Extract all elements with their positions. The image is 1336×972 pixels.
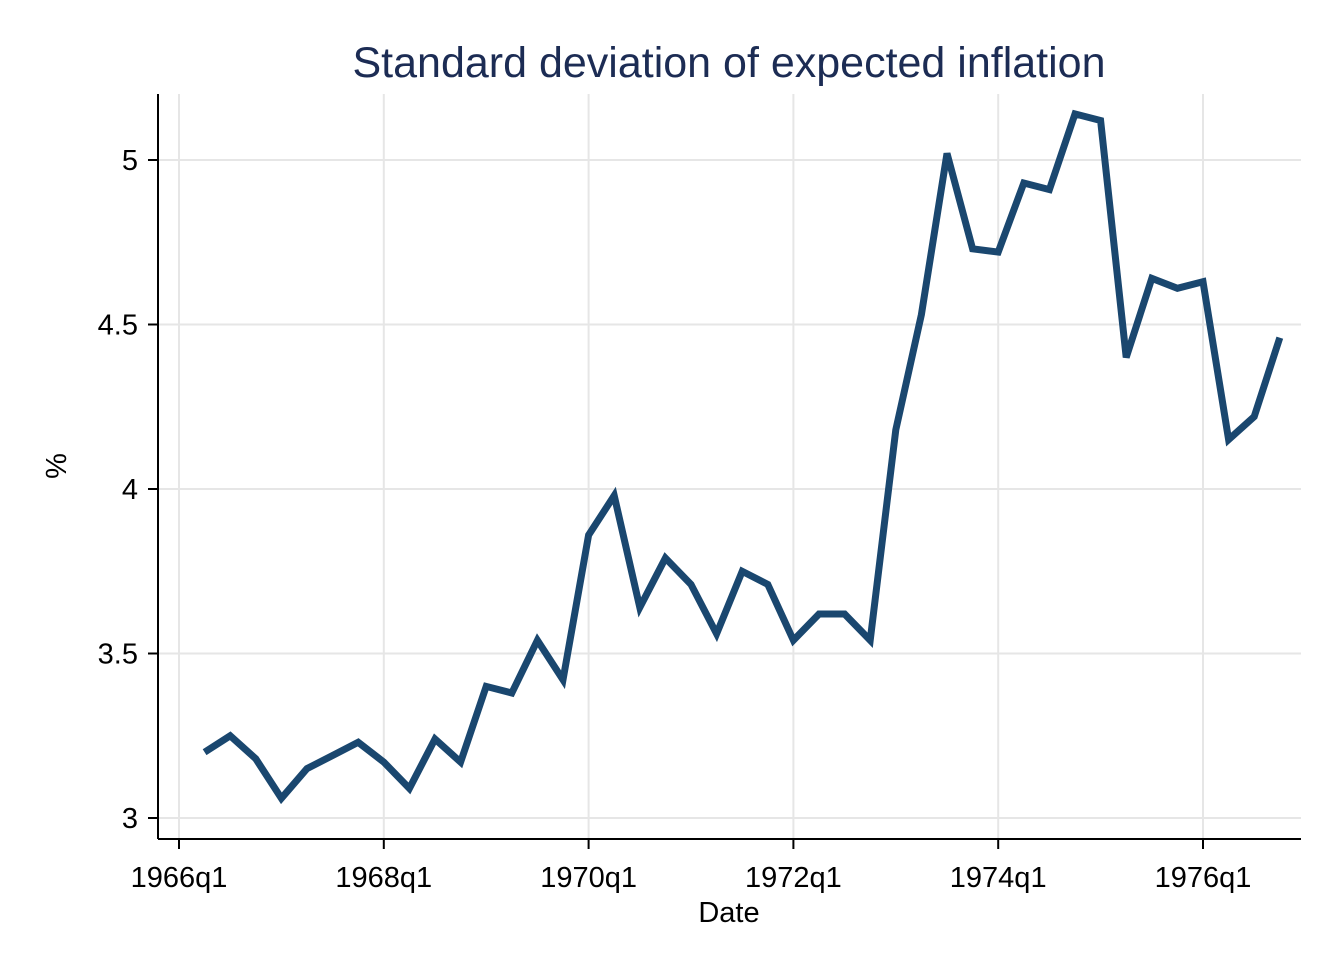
x-tick-label: 1974q1 [950,862,1047,894]
grid-lines [158,94,1301,839]
x-tick-label: 1970q1 [540,862,637,894]
chart-title: Standard deviation of expected inflation [352,39,1105,87]
x-tick-label: 1966q1 [131,862,228,894]
x-axis-title: Date [698,897,759,929]
axes [148,94,1301,849]
y-tick-label: 3 [122,803,138,835]
y-tick-label: 3.5 [98,639,138,671]
x-tick-label: 1976q1 [1155,862,1252,894]
x-tick-label: 1972q1 [745,862,842,894]
tick-labels: 3 3.5 4 4.5 5 1966q1 1968q1 1970q1 1972q1 1974q1 1… [98,145,1252,894]
series-layer [202,109,1284,805]
x-tick-label: 1968q1 [335,862,432,894]
y-tick-label: 4 [122,474,138,506]
y-tick-label: 5 [122,145,138,177]
y-tick-label: 4.5 [98,310,138,342]
series-line [202,109,1284,805]
y-axis-title: % [41,453,73,479]
